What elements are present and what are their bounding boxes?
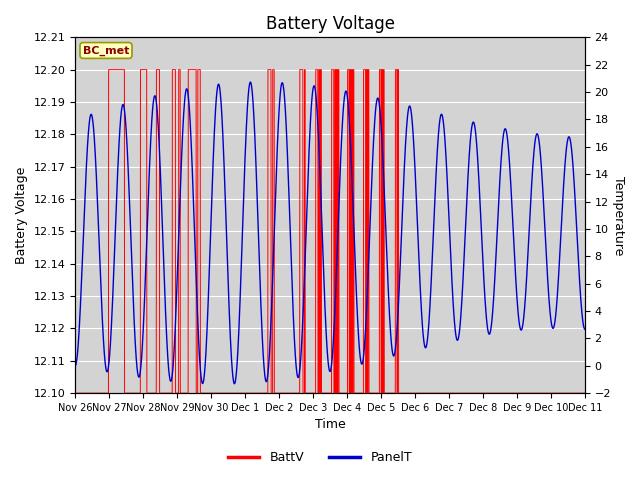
Legend: BattV, PanelT: BattV, PanelT: [223, 446, 417, 469]
X-axis label: Time: Time: [315, 419, 346, 432]
Title: Battery Voltage: Battery Voltage: [266, 15, 394, 33]
Text: BC_met: BC_met: [83, 45, 129, 56]
Y-axis label: Temperature: Temperature: [612, 176, 625, 255]
Y-axis label: Battery Voltage: Battery Voltage: [15, 167, 28, 264]
